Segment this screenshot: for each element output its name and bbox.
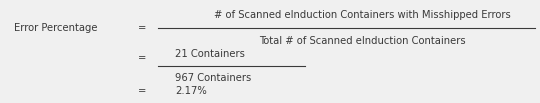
Text: 967 Containers: 967 Containers <box>175 73 251 83</box>
Text: =: = <box>138 86 146 96</box>
Text: Error Percentage: Error Percentage <box>14 23 98 33</box>
Text: Total # of Scanned eInduction Containers: Total # of Scanned eInduction Containers <box>259 36 465 46</box>
Text: =: = <box>138 23 146 33</box>
Text: =: = <box>138 53 146 63</box>
Text: 21 Containers: 21 Containers <box>175 49 245 59</box>
Text: # of Scanned eInduction Containers with Misshipped Errors: # of Scanned eInduction Containers with … <box>214 10 510 20</box>
Text: 2.17%: 2.17% <box>175 86 207 96</box>
